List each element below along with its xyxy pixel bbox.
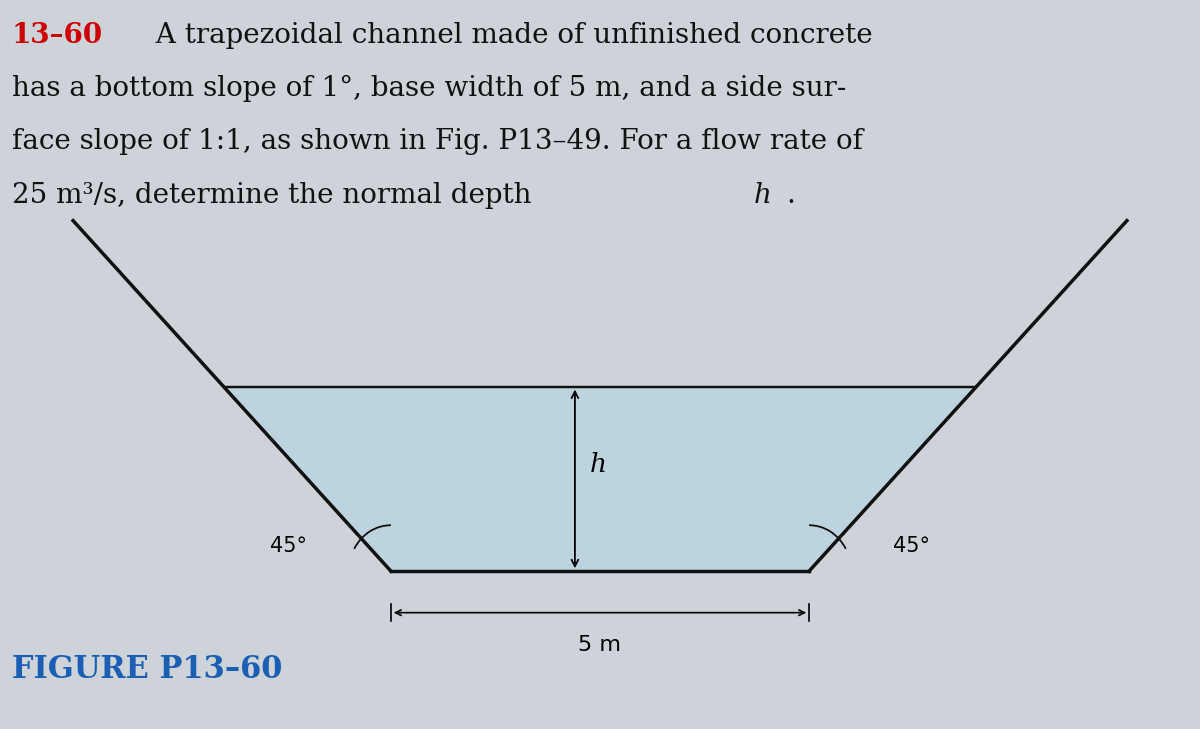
- Text: h: h: [589, 452, 606, 477]
- Text: 25 m³/s, determine the normal depth: 25 m³/s, determine the normal depth: [12, 182, 540, 208]
- Text: .: .: [786, 182, 794, 208]
- Text: face slope of 1:1, as shown in Fig. P13–49. For a flow rate of: face slope of 1:1, as shown in Fig. P13–…: [12, 128, 863, 155]
- Text: has a bottom slope of 1°, base width of 5 m, and a side sur-: has a bottom slope of 1°, base width of …: [12, 75, 846, 102]
- Polygon shape: [223, 386, 977, 571]
- Text: A trapezoidal channel made of unfinished concrete: A trapezoidal channel made of unfinished…: [138, 22, 872, 49]
- Text: 45°: 45°: [270, 536, 307, 555]
- Text: 13–60: 13–60: [12, 22, 103, 49]
- Text: 45°: 45°: [893, 536, 930, 555]
- Text: h: h: [754, 182, 772, 208]
- Text: FIGURE P13–60: FIGURE P13–60: [12, 654, 282, 685]
- Text: 5 m: 5 m: [578, 634, 622, 655]
